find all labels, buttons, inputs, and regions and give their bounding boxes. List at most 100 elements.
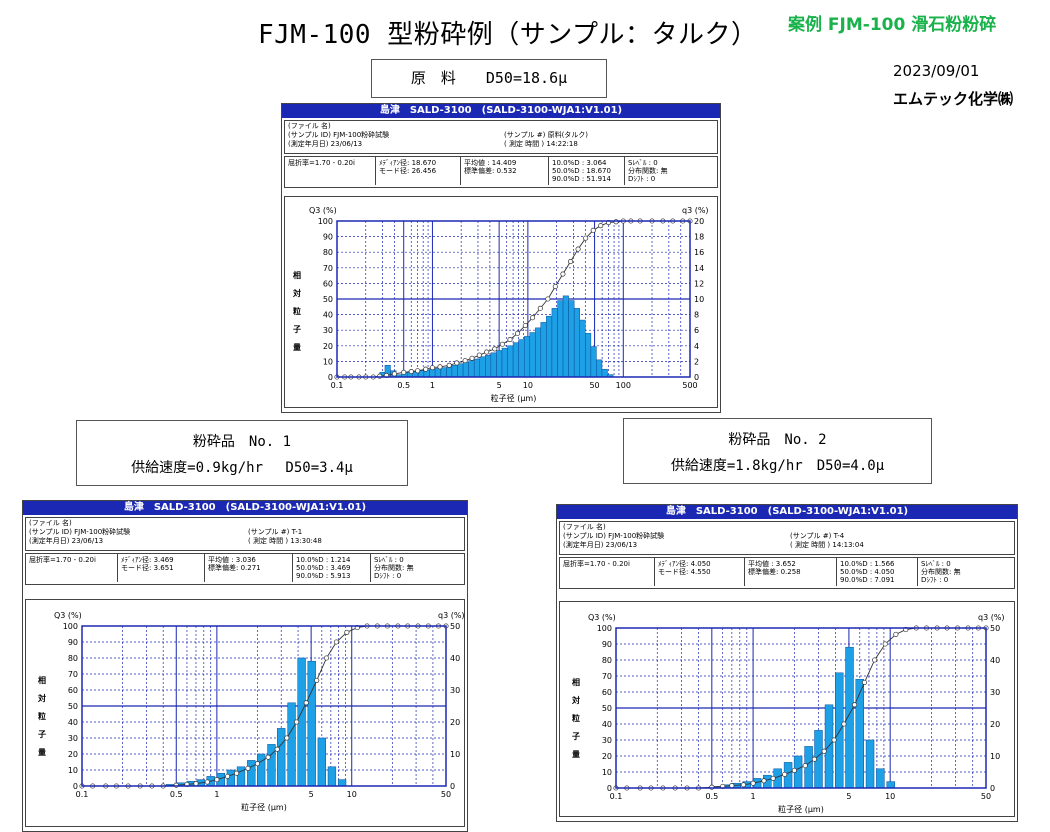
cumulative-point xyxy=(423,366,429,372)
analysis-panel-product-1: 島津 SALD-3100 (SALD-3100-WJA1:V1.01) (ファイル… xyxy=(22,500,468,832)
file-info-line: (サンプル ID) FJM-100粉砕試験 xyxy=(563,532,665,540)
x-tick-label: 50 xyxy=(441,790,451,799)
sample-number: (サンプル #) T-4 xyxy=(790,532,845,540)
y-tick-label-right: 30 xyxy=(990,688,1000,697)
y-tick-label-left: 80 xyxy=(602,656,612,665)
sample-number: (サンプル #) T-1 xyxy=(248,528,303,536)
histogram-bar xyxy=(337,779,347,787)
y-tick-label-left: 100 xyxy=(63,622,78,631)
cumulative-point xyxy=(761,778,767,784)
y-tick-label-left: 50 xyxy=(602,704,612,713)
refractive-index: 屈折率=1.70 - 0.20i xyxy=(288,159,355,167)
stats-column: 平均値 : 14.409 標準偏差: 0.532 xyxy=(460,157,517,185)
y-tick-label-right: 20 xyxy=(450,718,460,727)
x-tick-label: 0.1 xyxy=(76,790,89,799)
y-tick-label-left: 20 xyxy=(68,750,78,759)
x-tick-label: 0.5 xyxy=(170,790,183,799)
statistics-section: 屈折率=1.70 - 0.20i ﾒﾃﾞｨｱﾝ径: 3.469 モード径: 3.65… xyxy=(25,553,465,585)
cumulative-point xyxy=(437,364,443,370)
y-tick-label-right: 0 xyxy=(694,373,699,382)
analysis-panel-product-2: 島津 SALD-3100 (SALD-3100-WJA1:V1.01) (ファイル… xyxy=(556,504,1018,822)
y-axis-label-vertical: 相対粒子量 xyxy=(293,270,302,361)
x-tick-label: 5 xyxy=(309,790,314,799)
stats-column: 10.0%D : 1.566 50.0%D : 4.050 90.0%D : 7.0… xyxy=(836,558,894,586)
cumulative-point xyxy=(852,702,858,708)
stats-value: ﾒﾃﾞｨｱﾝ径: 4.050 xyxy=(658,560,711,568)
cumulative-point xyxy=(782,771,788,777)
cumulative-point xyxy=(499,341,505,347)
stats-value: 平均値 : 14.409 xyxy=(464,159,517,167)
y-tick-label-right: 50 xyxy=(990,624,1000,633)
y-tick-label-right: 30 xyxy=(450,686,460,695)
chart-frame: 0 10 20 30 40 50 60 70 80 90 100 0 10 20 30 40 50 0.1 0.5 1… xyxy=(25,599,465,827)
histogram-bar xyxy=(451,365,458,378)
stats-value: Dｼﾌﾄ : 0 xyxy=(628,175,656,183)
y-tick-label-left: 10 xyxy=(323,357,333,366)
y-tick-label-left: 40 xyxy=(68,718,78,727)
cumulative-point xyxy=(598,223,604,229)
cumulative-point xyxy=(344,629,350,635)
cumulative-point xyxy=(552,283,558,290)
file-info-line: (サンプル ID) FJM-100粉砕試験 xyxy=(288,131,390,139)
y-tick-label-right: 10 xyxy=(694,295,704,304)
measurement-time: ( 測定 時間 ) 14:13:04 xyxy=(790,541,864,549)
stats-value: 10.0%D : 1.214 xyxy=(296,556,351,564)
cumulative-point xyxy=(469,355,475,361)
x-tick-label: 1 xyxy=(430,381,435,390)
plot-border xyxy=(81,625,447,787)
y-tick-label-right: 20 xyxy=(990,720,1000,729)
chart-frame: 0 10 20 30 40 50 60 70 80 90 100 0 10 20 30 40 50 0.1 0.5 1… xyxy=(559,601,1015,817)
histogram-bar xyxy=(247,760,256,787)
cumulative-point xyxy=(613,219,619,225)
cumulative-point xyxy=(415,368,421,374)
page-title: FJM-100 型粉砕例（サンプル：タルク） xyxy=(258,20,758,50)
histogram-bar xyxy=(518,339,525,378)
product-1-title: 粉砕品 No. 1 xyxy=(192,434,292,450)
y-tick-label-right: 16 xyxy=(694,248,704,257)
histogram-bar xyxy=(855,678,864,789)
statistics-section: 屈折率=1.70 - 0.20i ﾒﾃﾞｨｱﾝ径: 18.670 モード径: 26.… xyxy=(284,156,718,188)
histogram-bar xyxy=(468,360,475,378)
y-tick-label-left: 60 xyxy=(68,686,78,695)
product-2-box: 粉砕品 No. 2 供給速度=1.8kg/hr D50=4.0μ xyxy=(623,418,932,484)
stats-column: 10.0%D : 1.214 50.0%D : 3.469 90.0%D : 5.9… xyxy=(292,554,350,582)
histogram-bar xyxy=(496,350,503,378)
y-tick-label-right: 18 xyxy=(694,233,704,242)
histogram-bar xyxy=(845,646,854,789)
cumulative-point xyxy=(560,271,566,277)
cumulative-point xyxy=(831,737,837,743)
x-tick-label: 0.1 xyxy=(610,792,623,801)
histogram-bar xyxy=(585,333,592,378)
panel-header: 島津 SALD-3100 (SALD-3100-WJA1:V1.01) xyxy=(557,505,1017,519)
chinese-title: 案例 FJM-100 滑石粉粉碎 xyxy=(788,15,997,35)
stats-value: 50.0%D : 18.670 xyxy=(552,167,611,175)
x-tick-label: 10 xyxy=(885,792,895,801)
y-tick-label-left: 90 xyxy=(323,233,333,242)
sample-number: (サンプル #) 原料(タルク) xyxy=(504,131,589,139)
y-tick-label-right: 12 xyxy=(694,279,704,288)
cumulative-point xyxy=(274,746,280,752)
cumulative-point xyxy=(323,655,330,661)
stats-column: Sﾚﾍﾞﾙ : 0 分布関数: 無 Dｼﾌﾄ : 0 xyxy=(370,554,414,582)
histogram-bar xyxy=(446,366,453,378)
stats-column: 10.0%D : 3.064 50.0%D : 18.670 90.0%D : 51… xyxy=(548,157,611,185)
cumulative-point xyxy=(507,337,513,343)
stats-value: 標準偏差: 0.532 xyxy=(464,167,517,175)
product-1-box: 粉砕品 No. 1 供給速度=0.9kg/hr D50=3.4μ xyxy=(76,420,408,486)
y-tick-label-left: 50 xyxy=(323,295,333,304)
histogram-bar xyxy=(327,766,337,787)
cumulative-point xyxy=(537,305,543,311)
cumulative-point xyxy=(454,360,460,366)
cumulative-point xyxy=(729,783,735,789)
y-tick-label-left: 30 xyxy=(602,736,612,745)
x-axis-label: 粒子径 (μm) xyxy=(241,802,287,812)
x-tick-label: 1 xyxy=(751,792,756,801)
histogram-bar xyxy=(457,363,464,378)
histogram-bar xyxy=(479,356,486,378)
cumulative-point xyxy=(750,780,756,786)
histogram-bar xyxy=(473,358,481,378)
stats-column: 平均値 : 3.036 標準偏差: 0.271 xyxy=(204,554,261,582)
x-tick-label: 100 xyxy=(616,381,631,390)
y-tick-label-right: 6 xyxy=(694,326,699,335)
raw-material-label: 原 料 D50=18.6μ xyxy=(410,69,568,87)
